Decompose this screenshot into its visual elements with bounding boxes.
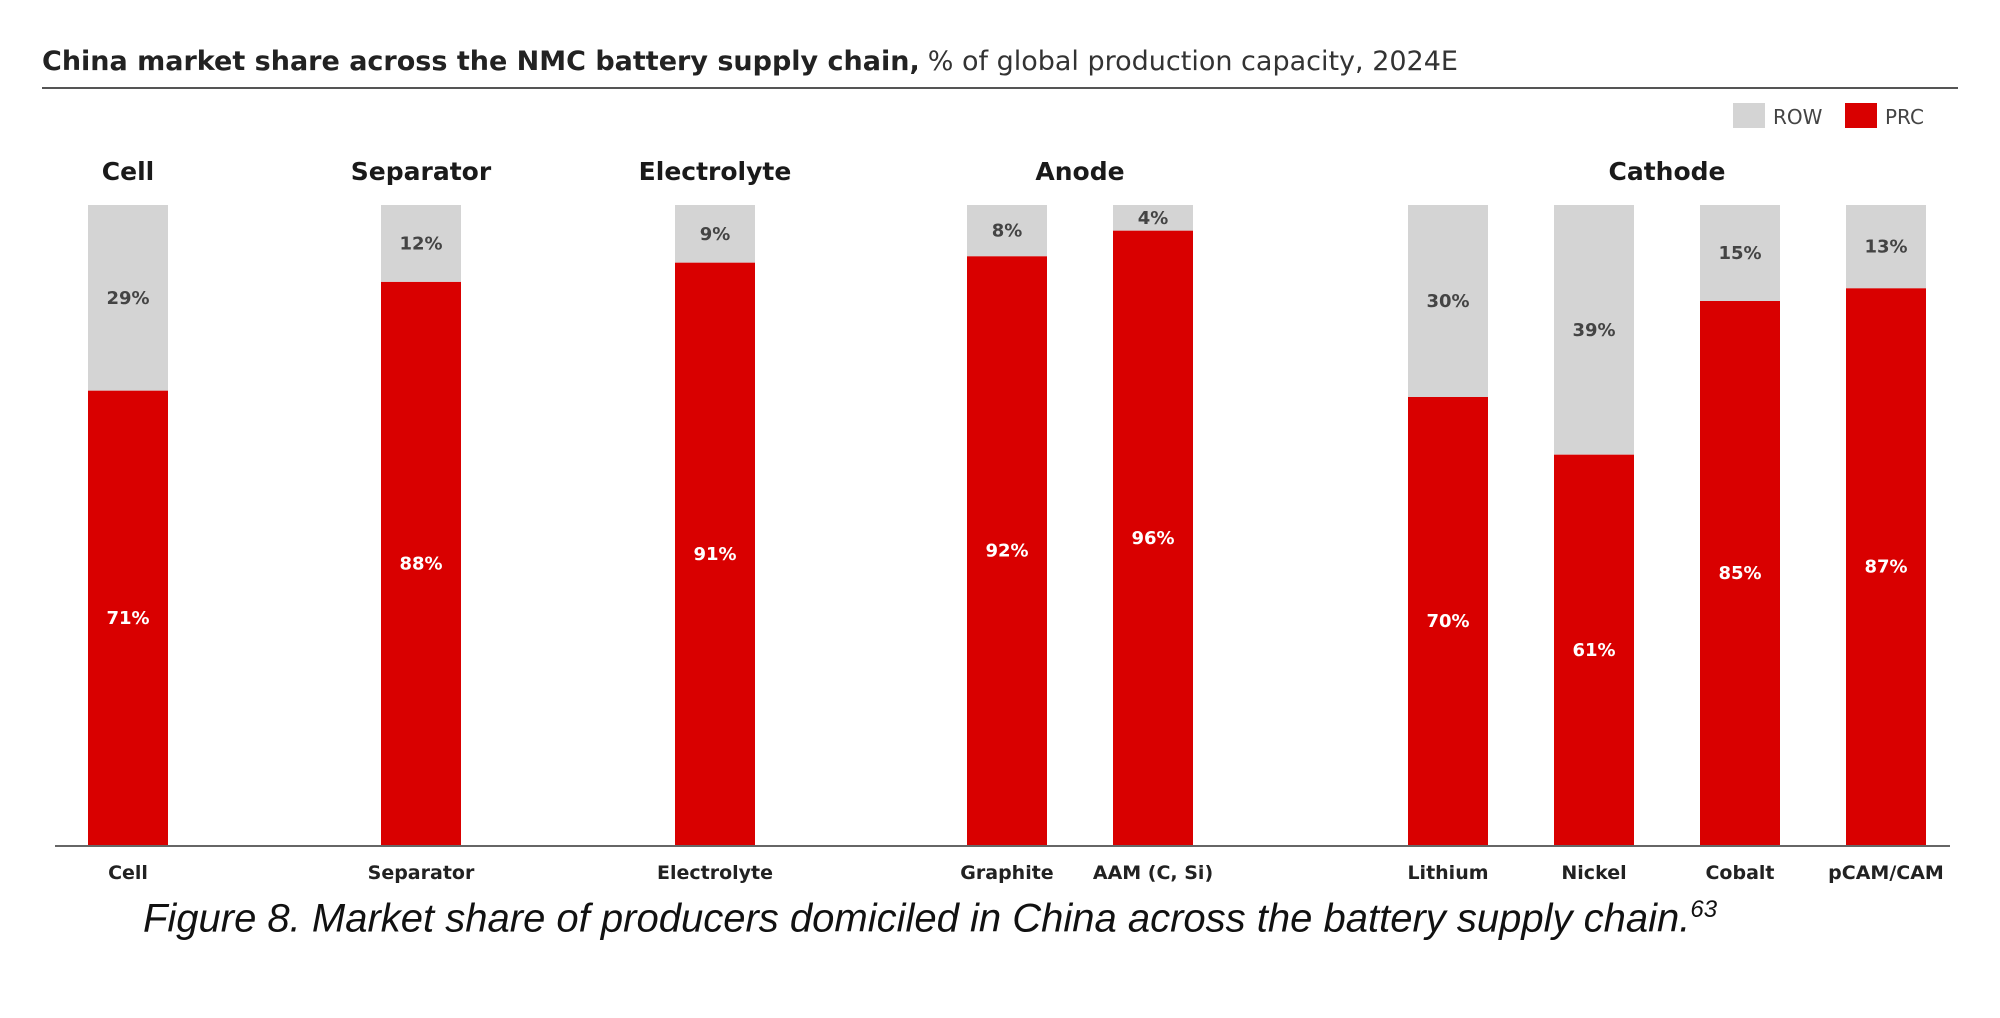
bar-row-pcam-cam bbox=[1846, 205, 1926, 289]
bar-row-electrolyte bbox=[675, 205, 755, 263]
bar-row-cell bbox=[88, 205, 168, 391]
group-label-cell: Cell bbox=[102, 157, 154, 186]
bar-prc-lithium bbox=[1408, 397, 1488, 845]
bar-stack-nickel: 61% 39% bbox=[1554, 205, 1634, 845]
bar-prc-separator bbox=[381, 281, 461, 845]
category-label-cell: Cell bbox=[108, 862, 148, 884]
bar-stack-cobalt: 85% 15% bbox=[1700, 205, 1780, 845]
figure-caption-text: Figure 8. Market share of producers domi… bbox=[142, 896, 1691, 941]
bar-prc-electrolyte bbox=[675, 262, 755, 846]
bar-stack-separator: 88% 12% bbox=[381, 205, 461, 845]
category-label-cobalt: Cobalt bbox=[1705, 862, 1774, 884]
category-label-graphite: Graphite bbox=[960, 862, 1053, 884]
data-label-prc-pcam-cam: 87% bbox=[1864, 557, 1907, 578]
data-label-prc-lithium: 70% bbox=[1426, 611, 1469, 632]
category-label-nickel: Nickel bbox=[1561, 862, 1626, 884]
figure-caption-footnote: 63 bbox=[1690, 896, 1718, 923]
data-label-row-graphite: 8% bbox=[992, 221, 1023, 242]
data-label-prc-separator: 88% bbox=[399, 553, 442, 574]
category-labels: Cell Separator Electrolyte Graphite AAM (C, … bbox=[108, 862, 1944, 884]
data-label-prc-aam-c-si: 96% bbox=[1131, 528, 1174, 549]
category-label-aam-c-si: AAM (C, Si) bbox=[1093, 862, 1213, 884]
data-label-prc-cobalt: 85% bbox=[1718, 563, 1761, 584]
bar-stack-cell: 71% 29% bbox=[88, 205, 168, 845]
category-label-pcam-cam: pCAM/CAM bbox=[1828, 862, 1944, 884]
bar-stack-aam-c-si: 96% 4% bbox=[1113, 205, 1193, 846]
bar-prc-pcam-cam bbox=[1846, 288, 1926, 845]
legend-label-prc: PRC bbox=[1885, 105, 1924, 129]
bar-row-graphite bbox=[967, 205, 1047, 257]
legend: ROW PRC bbox=[1733, 103, 1924, 129]
data-label-row-cell: 29% bbox=[106, 288, 149, 309]
legend-swatch-prc bbox=[1845, 103, 1877, 128]
category-label-lithium: Lithium bbox=[1407, 862, 1488, 884]
data-label-row-electrolyte: 9% bbox=[700, 224, 731, 245]
data-label-row-lithium: 30% bbox=[1426, 291, 1469, 312]
bar-prc-cobalt bbox=[1700, 301, 1780, 845]
bar-row-lithium bbox=[1408, 205, 1488, 397]
legend-swatch-row bbox=[1733, 103, 1765, 128]
data-label-row-cobalt: 15% bbox=[1718, 243, 1761, 264]
chart-title: China market share across the NMC batter… bbox=[42, 46, 1458, 77]
bars: 71% 29% 88% 12% 91% 9% 92% 8% 96% 4% 70% 30% 61% 39% 8… bbox=[88, 205, 1926, 846]
bar-row-nickel bbox=[1554, 205, 1634, 455]
data-label-prc-electrolyte: 91% bbox=[693, 544, 736, 565]
data-label-row-pcam-cam: 13% bbox=[1864, 237, 1907, 258]
chart-subtitle: % of global production capacity, 2024E bbox=[928, 46, 1458, 77]
bar-row-cobalt bbox=[1700, 205, 1780, 301]
category-label-electrolyte: Electrolyte bbox=[657, 862, 773, 884]
legend-label-row: ROW bbox=[1773, 105, 1823, 129]
data-label-row-separator: 12% bbox=[399, 233, 442, 254]
group-label-anode: Anode bbox=[1035, 157, 1124, 186]
data-label-prc-cell: 71% bbox=[106, 608, 149, 629]
bar-row-separator bbox=[381, 205, 461, 282]
bar-stack-electrolyte: 91% 9% bbox=[675, 205, 755, 846]
bar-stack-graphite: 92% 8% bbox=[967, 205, 1047, 845]
figure-caption: Figure 8. Market share of producers domi… bbox=[0, 896, 1860, 941]
group-labels: Cell Separator Electrolyte Anode Cathode bbox=[102, 157, 1726, 186]
category-label-separator: Separator bbox=[368, 862, 475, 884]
bar-prc-cell bbox=[88, 390, 168, 845]
bar-prc-aam-c-si bbox=[1113, 230, 1193, 846]
group-label-cathode: Cathode bbox=[1609, 157, 1726, 186]
group-label-electrolyte: Electrolyte bbox=[639, 157, 792, 186]
bar-prc-graphite bbox=[967, 256, 1047, 845]
bar-stack-lithium: 70% 30% bbox=[1408, 205, 1488, 845]
data-label-prc-nickel: 61% bbox=[1572, 640, 1615, 661]
data-label-prc-graphite: 92% bbox=[985, 541, 1028, 562]
data-label-row-nickel: 39% bbox=[1572, 320, 1615, 341]
group-label-separator: Separator bbox=[351, 157, 492, 186]
chart-title-main: China market share across the NMC batter… bbox=[42, 46, 920, 77]
bar-prc-nickel bbox=[1554, 454, 1634, 845]
data-label-row-aam-c-si: 4% bbox=[1138, 208, 1169, 229]
bar-stack-pcam-cam: 87% 13% bbox=[1846, 205, 1926, 845]
bar-row-aam-c-si bbox=[1113, 205, 1193, 231]
